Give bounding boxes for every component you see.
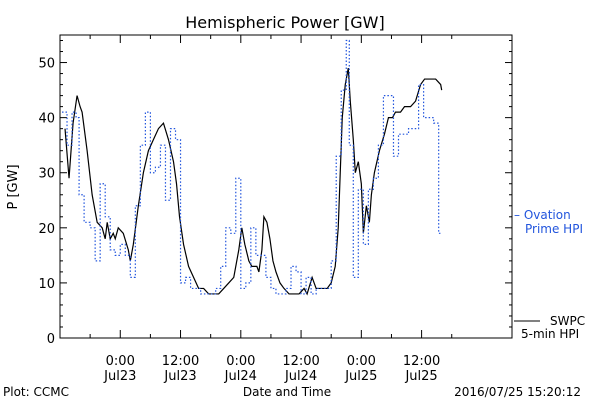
chart-title: Hemispheric Power [GW] xyxy=(185,13,384,32)
y-tick-label: 0 xyxy=(47,332,55,347)
y-tick-label: 50 xyxy=(38,57,55,72)
x-tick-date-label: Jul23 xyxy=(103,369,136,384)
x-tick-time-label: 12:00 xyxy=(403,354,440,369)
x-tick-date-label: Jul24 xyxy=(284,369,317,384)
series-ovation-line xyxy=(62,39,442,295)
y-tick-label: 30 xyxy=(38,167,55,182)
legend-ovation-line1: – Ovation xyxy=(514,208,571,222)
x-tick-time-label: 12:00 xyxy=(282,354,319,369)
legend-swpc-line2: 5-min HPI xyxy=(521,327,579,341)
y-tick-label: 40 xyxy=(38,112,55,127)
plot-frame xyxy=(59,34,513,339)
x-axis-label: Date and Time xyxy=(243,385,331,399)
x-tick-time-label: 12:00 xyxy=(162,354,199,369)
x-tick-time-label: 0:00 xyxy=(347,354,376,369)
legend-swpc-line1: SWPC xyxy=(550,314,585,328)
y-axis-label: P [GW] xyxy=(6,164,21,209)
y-tick-label: 20 xyxy=(38,222,55,237)
y-tick-label: 10 xyxy=(38,277,55,292)
footer-plot-credit: Plot: CCMC xyxy=(3,385,69,399)
x-tick-time-label: 0:00 xyxy=(226,354,255,369)
x-tick-date-label: Jul23 xyxy=(163,369,196,384)
x-tick-date-label: Jul25 xyxy=(344,369,377,384)
series-layer xyxy=(62,39,443,296)
series-swpc-line xyxy=(64,67,443,296)
legend-ovation-line2: Prime HPI xyxy=(525,222,583,236)
x-tick-date-label: Jul25 xyxy=(404,369,437,384)
y-axis: 0 10 20 30 40 50 xyxy=(38,40,512,347)
x-tick-time-label: 0:00 xyxy=(106,354,135,369)
x-axis: 0:00Jul2312:00Jul230:00Jul2412:00Jul240:… xyxy=(89,35,513,384)
footer-timestamp: 2016/07/25 15:20:12 xyxy=(454,385,581,399)
x-tick-date-label: Jul24 xyxy=(224,369,257,384)
